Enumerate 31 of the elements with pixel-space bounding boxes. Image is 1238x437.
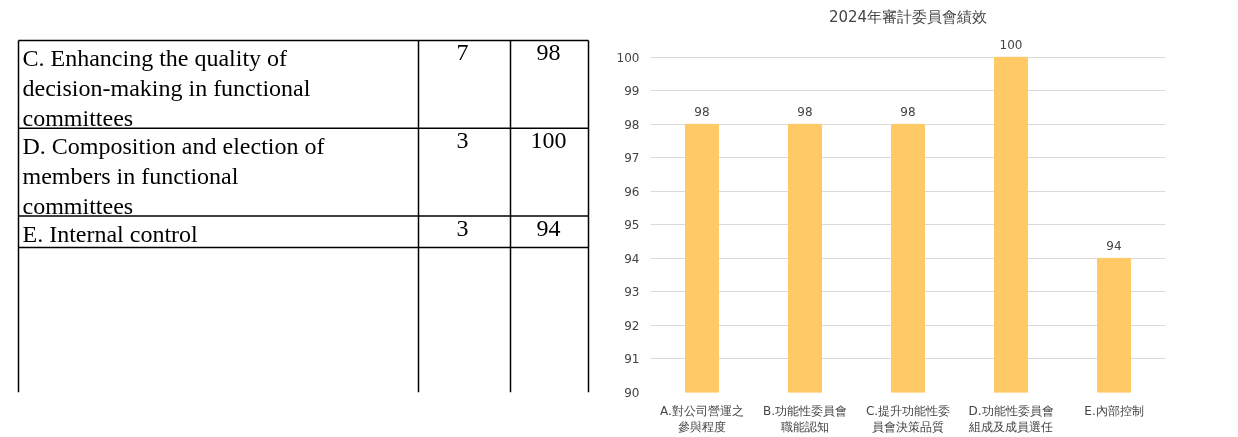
- x-tick-label: E.內部控制: [1084, 403, 1144, 418]
- data-label: 98: [694, 105, 710, 120]
- data-label: 94: [1106, 239, 1122, 254]
- x-tick-label: C.提升功能性委員會決策品質: [865, 403, 951, 435]
- x-tick-label: A.對公司營運之參與程度: [660, 403, 744, 435]
- data-label: 98: [900, 105, 916, 120]
- text: 3: [456, 127, 469, 154]
- y-tick-label: 92: [624, 318, 640, 333]
- text: C. Enhancing the quality of decision-making in functional committees: [22, 45, 311, 132]
- x-tick-label: B.功能性委員會職能認知: [762, 403, 848, 435]
- y-tick-label: 94: [624, 251, 640, 266]
- text: E. Internal control: [22, 221, 199, 248]
- y-tick-label: 91: [624, 352, 640, 367]
- chart-title: 2024年審計委員會績效: [828, 7, 988, 26]
- text: 100: [530, 127, 567, 154]
- data-label: 100: [999, 38, 1023, 53]
- y-tick-label: 98: [624, 117, 640, 132]
- text: D. Composition and election of members in functional committees: [22, 133, 325, 220]
- y-tick-label: 96: [624, 184, 640, 199]
- y-tick-label: 95: [624, 218, 640, 233]
- y-tick-label: 97: [624, 151, 640, 166]
- text: 3: [456, 215, 469, 242]
- y-tick-label: 100: [616, 50, 640, 65]
- text: 7: [456, 39, 469, 66]
- y-tick-label: 99: [624, 84, 640, 99]
- text: 94: [536, 215, 561, 242]
- y-tick-label: 93: [624, 285, 640, 300]
- data-label: 98: [797, 105, 813, 120]
- text: 98: [536, 39, 561, 66]
- y-tick-label: 90: [624, 386, 640, 400]
- x-tick-label: D.功能性委員會組成及成員選任: [968, 403, 1054, 435]
